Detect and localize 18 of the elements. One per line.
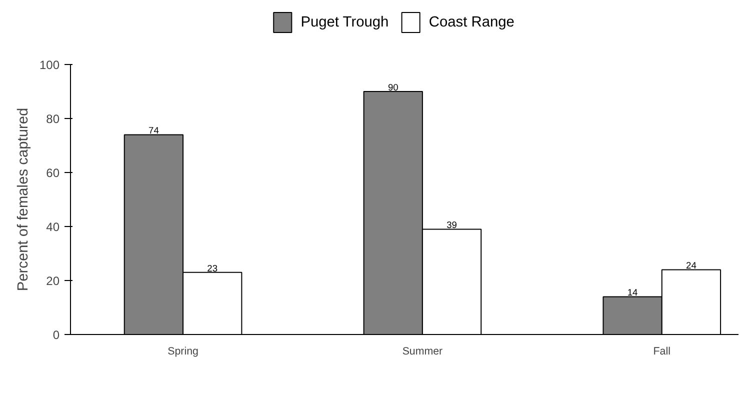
y-tick-label: 80 bbox=[46, 112, 60, 126]
data-label: 23 bbox=[207, 263, 218, 274]
data-label: 24 bbox=[686, 260, 696, 271]
y-tick-label: 20 bbox=[46, 274, 60, 288]
x-tick-label: Spring bbox=[168, 346, 199, 358]
y-tick-label: 60 bbox=[46, 166, 60, 180]
legend-label: Coast Range bbox=[428, 14, 514, 30]
x-tick-label: Summer bbox=[402, 346, 444, 358]
data-label: 74 bbox=[148, 126, 159, 136]
data-label: 39 bbox=[446, 220, 457, 230]
y-axis-title: Percent of females captured bbox=[15, 108, 32, 292]
y-tick-label: 40 bbox=[46, 220, 60, 234]
x-tick-label: Fall bbox=[653, 346, 670, 358]
legend-label: Puget Trough bbox=[300, 14, 389, 30]
data-label: 90 bbox=[388, 82, 398, 92]
y-tick-label: 0 bbox=[52, 328, 60, 342]
y-tick-label: 100 bbox=[39, 58, 60, 72]
data-label: 14 bbox=[627, 288, 638, 298]
